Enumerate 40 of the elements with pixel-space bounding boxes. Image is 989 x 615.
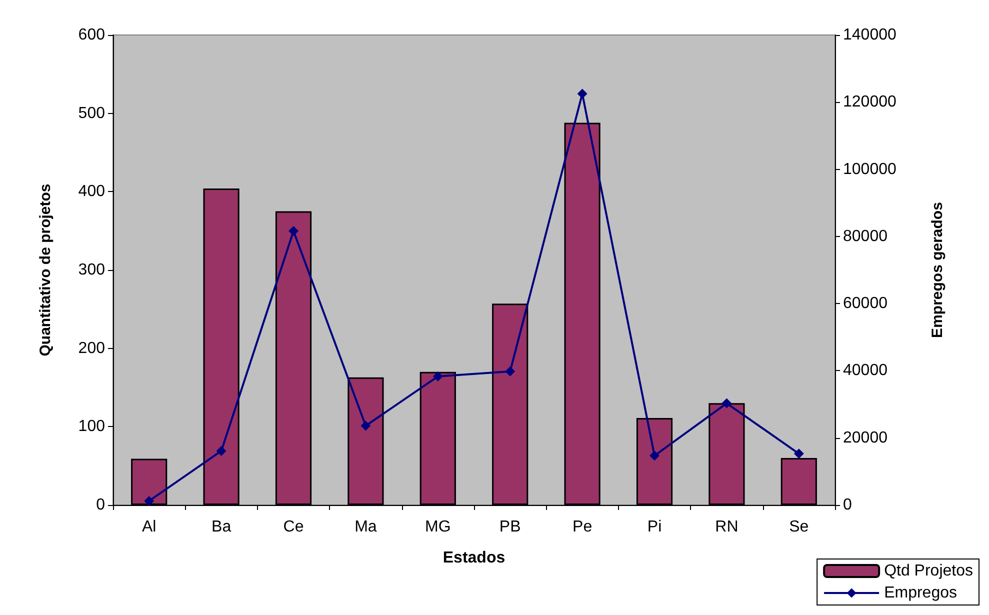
x-tick-label: RN — [715, 518, 738, 536]
y2-tick-label: 140000 — [843, 26, 896, 44]
y-tick-label: 500 — [78, 104, 106, 122]
y2-tick-label: 100000 — [843, 160, 896, 178]
y-tick-label: 600 — [78, 26, 106, 44]
y2-tick-label: 0 — [843, 496, 852, 514]
x-tick-label: Pi — [647, 518, 662, 536]
y-tick-label: 100 — [78, 418, 106, 436]
y2-tick-label: 40000 — [843, 362, 888, 380]
x-tick-label: Ma — [354, 518, 377, 536]
point — [432, 371, 443, 382]
y-tick-label: 0 — [96, 496, 106, 514]
legend-label: Qtd Projetos — [884, 562, 974, 580]
x-tick-label: Se — [789, 518, 809, 536]
x-tick-label: PB — [499, 518, 521, 536]
y2-tick-label: 20000 — [843, 429, 888, 446]
point — [216, 446, 226, 456]
point — [794, 448, 804, 459]
legend-label: Empregos — [884, 584, 957, 602]
x-tick-label: MG — [425, 518, 451, 536]
x-tick-label: Al — [142, 518, 156, 536]
x-tick-label: Ce — [283, 518, 304, 536]
point — [577, 88, 588, 99]
y-tick-label: 200 — [78, 340, 106, 357]
y2-axis-title: Empregos gerados — [929, 202, 946, 338]
x-axis-title: Estados — [442, 550, 506, 566]
point — [360, 420, 371, 431]
point — [288, 226, 298, 236]
x-tick-label: Pe — [572, 518, 592, 536]
point — [505, 366, 516, 376]
x-tick-label: Ba — [212, 518, 232, 536]
point — [144, 496, 154, 506]
point — [722, 398, 732, 408]
y-tick-label: 300 — [78, 262, 106, 278]
y2-tick-label: 80000 — [843, 228, 888, 245]
y-axis-title: Quantitativo de projetos — [37, 184, 54, 356]
y2-tick-label: 120000 — [843, 94, 896, 111]
point — [650, 450, 660, 461]
y-tick-label: 400 — [78, 183, 106, 200]
y2-tick-label: 60000 — [843, 295, 888, 312]
